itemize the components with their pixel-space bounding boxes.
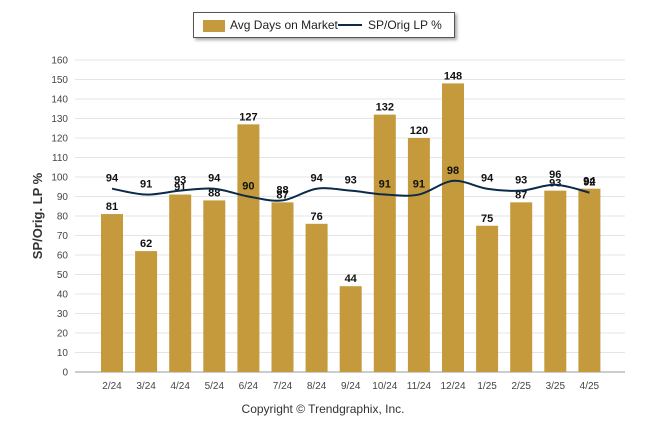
legend-line-label: SP/Orig LP % <box>368 18 442 32</box>
bar <box>407 138 430 372</box>
line-path <box>111 179 590 202</box>
y-tick-label: 160 <box>51 56 68 67</box>
y-tick-label: 80 <box>57 212 69 223</box>
bar <box>339 286 362 372</box>
x-tick-label: 8/24 <box>307 381 327 392</box>
y-tick-label: 10 <box>57 348 69 359</box>
bar-value-label: 44 <box>345 273 358 285</box>
y-axis-ticks: 0 10 20 30 40 50 60 70 80 90 100 110 120 130 140 150 160 <box>51 56 68 379</box>
y-tick-label: 130 <box>51 114 68 125</box>
bars <box>101 83 601 373</box>
y-tick-label: 140 <box>51 95 68 106</box>
y-tick-label: 150 <box>51 75 68 86</box>
bar-value-label: 76 <box>310 211 322 223</box>
x-tick-label: 4/25 <box>580 381 600 392</box>
bar-value-label: 87 <box>276 189 288 201</box>
y-tick-label: 20 <box>57 329 69 340</box>
y-tick-label: 50 <box>57 270 69 281</box>
y-tick-label: 30 <box>57 309 69 320</box>
bar <box>305 223 328 372</box>
line-value-label: 98 <box>447 165 459 177</box>
x-axis-ticks: 2/24 3/24 4/24 5/24 6/24 7/24 8/24 9/24 10/24 11/… <box>102 381 599 392</box>
bar <box>169 194 192 372</box>
bar <box>271 202 294 372</box>
x-tick-label: 9/24 <box>341 381 361 392</box>
line-value-label: 94 <box>208 173 221 185</box>
x-tick-label: 4/24 <box>170 381 190 392</box>
line-value-label: 91 <box>140 179 152 191</box>
bar-value-label: 75 <box>481 213 493 225</box>
y-axis-label: SP/Orig. LP % <box>30 172 45 259</box>
x-tick-label: 11/24 <box>407 381 432 392</box>
line-value-label: 91 <box>413 179 425 191</box>
line-value-label: 91 <box>379 179 391 191</box>
bar-value-label: 148 <box>444 70 462 82</box>
bar-value-label: 62 <box>140 238 152 250</box>
bar <box>544 190 567 372</box>
bar <box>476 225 499 372</box>
x-tick-label: 1/25 <box>477 381 497 392</box>
bar <box>101 214 123 372</box>
bar <box>237 124 260 372</box>
bar-value-label: 88 <box>208 187 220 199</box>
bar <box>203 200 226 372</box>
bar-value-label: 94 <box>583 176 596 188</box>
bar <box>578 188 601 372</box>
line-value-label: 93 <box>174 175 186 187</box>
bar-value-label: 93 <box>549 178 561 190</box>
y-tick-label: 40 <box>57 290 69 301</box>
bar <box>373 114 396 372</box>
x-tick-label: 3/24 <box>136 381 156 392</box>
copyright-footer: Copyright © Trendgraphix, Inc. <box>241 402 405 416</box>
x-tick-label: 6/24 <box>239 381 259 392</box>
x-tick-label: 7/24 <box>273 381 293 392</box>
y-tick-label: 100 <box>51 173 68 184</box>
bar <box>135 251 158 372</box>
line-value-label: 88 <box>276 184 288 196</box>
gridlines <box>75 59 625 373</box>
bar-value-label: 120 <box>410 125 428 137</box>
bar-value-label: 127 <box>239 111 257 123</box>
x-tick-label: 2/24 <box>102 381 122 392</box>
legend-line-swatch <box>338 24 362 26</box>
y-tick-label: 90 <box>57 192 69 203</box>
y-tick-label: 70 <box>57 231 69 242</box>
legend: Avg Days on Market SP/Orig LP % <box>193 12 455 38</box>
y-tick-label: 0 <box>62 368 68 379</box>
line-value-label: 94 <box>106 173 119 185</box>
bar <box>442 83 464 373</box>
y-tick-label: 120 <box>51 134 68 145</box>
x-tick-label: 12/24 <box>440 381 465 392</box>
bar <box>510 202 533 372</box>
x-tick-label: 3/25 <box>546 381 566 392</box>
x-tick-label: 5/24 <box>205 381 225 392</box>
bar-value-label: 81 <box>106 201 118 213</box>
x-tick-label: 10/24 <box>372 381 397 392</box>
y-tick-label: 110 <box>52 153 68 164</box>
line-value-label: 94 <box>310 173 323 185</box>
line-series <box>111 179 590 202</box>
x-tick-label: 2/25 <box>511 381 531 392</box>
bar-value-label: 87 <box>515 189 527 201</box>
bar-value-label: 132 <box>376 102 394 114</box>
line-value-label: 90 <box>242 181 254 193</box>
legend-bar-label: Avg Days on Market <box>230 18 338 32</box>
line-value-label: 96 <box>549 169 561 181</box>
line-value-label: 94 <box>481 173 494 185</box>
line-value-label: 93 <box>345 175 357 187</box>
line-value-label: 93 <box>515 175 527 187</box>
line-value-label: 92 <box>583 177 595 189</box>
y-tick-label: 60 <box>57 251 69 262</box>
legend-bar-swatch <box>203 20 225 32</box>
